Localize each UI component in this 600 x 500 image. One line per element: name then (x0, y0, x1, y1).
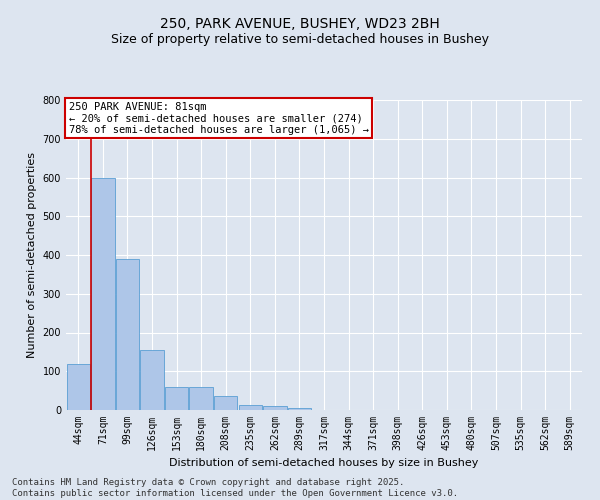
Text: 250 PARK AVENUE: 81sqm
← 20% of semi-detached houses are smaller (274)
78% of se: 250 PARK AVENUE: 81sqm ← 20% of semi-det… (68, 102, 368, 134)
Bar (263, 406, 287, 410)
Bar (116, 259, 139, 410)
Bar (91, 178, 115, 410)
Bar (165, 387, 188, 410)
Y-axis label: Number of semi-detached properties: Number of semi-detached properties (27, 152, 37, 358)
Bar (190, 387, 213, 410)
Bar (239, 405, 262, 410)
Text: Contains HM Land Registry data © Crown copyright and database right 2025.
Contai: Contains HM Land Registry data © Crown c… (12, 478, 458, 498)
Bar (288, 408, 311, 410)
Text: 250, PARK AVENUE, BUSHEY, WD23 2BH: 250, PARK AVENUE, BUSHEY, WD23 2BH (160, 18, 440, 32)
Bar (214, 396, 238, 410)
X-axis label: Distribution of semi-detached houses by size in Bushey: Distribution of semi-detached houses by … (169, 458, 479, 468)
Text: Size of property relative to semi-detached houses in Bushey: Size of property relative to semi-detach… (111, 32, 489, 46)
Bar (140, 350, 164, 410)
Bar (67, 364, 90, 410)
